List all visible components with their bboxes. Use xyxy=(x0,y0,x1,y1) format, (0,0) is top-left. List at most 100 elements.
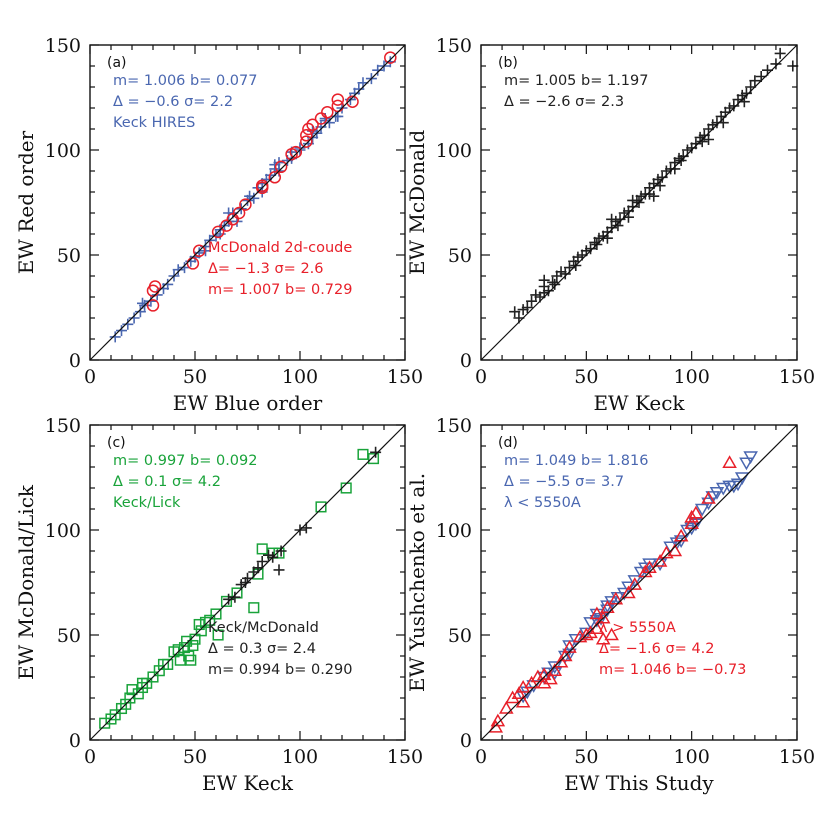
panel-d-series-1-point xyxy=(547,667,563,681)
panel-b-points xyxy=(509,47,799,324)
panel-a-series-1-point xyxy=(122,318,134,330)
svg-text:λ > 5550A Δ= −1.6 σ= 4: λ > 5550A Δ= −1.6 σ= 4.2 m= 1.046 b= −0.… xyxy=(599,620,746,678)
panel-a-annot-1-line-2: Δ = −0.6 σ= 2.2 xyxy=(113,94,233,110)
panel-b-series-1-point xyxy=(521,302,533,313)
panel-d-x-tick-label: 100 xyxy=(674,746,710,768)
panel-a-series-1-point xyxy=(128,312,140,324)
panel-b-series-1-point xyxy=(547,276,559,288)
panel-c-series-1-point xyxy=(172,644,184,656)
panel-d-series-1-point xyxy=(734,472,750,486)
panel-d-series-2-point xyxy=(498,700,514,714)
panel-c-series-1-point xyxy=(109,709,121,721)
panel-c-series-1-point xyxy=(174,654,186,666)
panel-d-series-2-point xyxy=(579,627,594,641)
panel-c-series-1-point xyxy=(220,595,233,607)
panel-c-diagonal-line xyxy=(89,424,406,741)
panel-a-annot-1-line-1: m= 1.006 b= 0.077 xyxy=(113,73,257,89)
panel-d-series-2-point xyxy=(553,654,569,668)
panel-c-series-1-point xyxy=(193,618,205,631)
panel-d-annot-2-line-2: Δ= −1.6 σ= 4.2 xyxy=(599,641,715,657)
panel-d-series-2-point xyxy=(530,669,546,683)
panel-a-series-2-point xyxy=(192,244,206,258)
svg-text:m= 0.997 b= 0.092 Δ =: m= 0.997 b= 0.092 Δ = 0.1 σ= 4.2 Keck/Li… xyxy=(113,453,262,511)
panel-d-series-2-point xyxy=(488,719,504,733)
panel-a-annot-2-line-1: McDonald 2d-coude xyxy=(208,240,352,256)
panel-c-series-2-point xyxy=(273,564,285,576)
panel-a-y-tick-label: 0 xyxy=(69,350,81,372)
panel-a-series-2-point xyxy=(314,112,328,125)
panel-a-x-tick-label: 50 xyxy=(183,366,207,388)
panel-a-series-2-point xyxy=(300,129,313,142)
panel-d-series-2-point xyxy=(536,675,552,689)
panel-d-series-1-point xyxy=(694,503,710,517)
panel-a-x-axis-title: EW Blue order xyxy=(173,391,323,415)
panel-a-annot-1-line-3: Keck HIRES xyxy=(113,115,195,131)
panel-c-y-tick-label: 0 xyxy=(69,730,81,752)
panel-b-y-tick-label: 50 xyxy=(448,245,472,267)
panel-d-x-axis-title: EW This Study xyxy=(564,771,714,795)
panel-c-x-tick-label: 100 xyxy=(282,746,318,768)
panel-b-series-1-point xyxy=(648,190,660,202)
panel-b-series-1-point xyxy=(749,75,761,87)
panel-d-y-axis-title: EW Yushchenko et al. xyxy=(405,473,429,692)
panel-c-series-1-point xyxy=(273,547,285,559)
panel-d-series-2-point xyxy=(511,686,527,700)
panel-b-annot-1-line-2: Δ = −2.6 σ= 2.3 xyxy=(504,94,624,110)
panel-b-series-1-point xyxy=(656,171,668,183)
panel-b-x-axis-title: EW Keck xyxy=(593,391,685,415)
panel-c-x-tick-label: 150 xyxy=(387,746,423,768)
panel-d-y-tick-label: 150 xyxy=(436,415,472,437)
panel-c-series-1-point xyxy=(210,608,222,620)
panel-c-series-1-point xyxy=(357,448,369,460)
panel-c-series-1-point xyxy=(204,614,216,626)
panel-d-points xyxy=(488,451,758,733)
panel-a-series-1-point xyxy=(116,325,127,337)
panel-c-annot-2-line-1: Keck/McDonald xyxy=(208,620,319,636)
panel-c-x-tick-label: 0 xyxy=(84,746,96,768)
panel-b-annotations: m= 1.005 b= 1.197 Δ = −2.6 σ= 2.3 xyxy=(504,73,648,110)
panel-d-series-2-point xyxy=(684,509,699,523)
panel-d-series-1-point xyxy=(709,486,725,500)
panel-a-series-2-point xyxy=(186,257,200,270)
panel-a-series-1-point xyxy=(109,331,121,343)
panel-a-series-2-point xyxy=(306,118,319,132)
panel-d-annot-2-line-3: m= 1.046 b= −0.73 xyxy=(599,662,746,678)
panel-a-frame xyxy=(89,44,406,361)
panel-c-annotations: m= 0.997 b= 0.092 Δ = 0.1 σ= 4.2 Keck/Li… xyxy=(113,453,352,678)
panel-b-frame xyxy=(480,44,798,361)
panel-d-series-2-point xyxy=(524,675,539,689)
panel-c-annot-1-line-3: Keck/Lick xyxy=(113,495,181,511)
panel-a-x-tick-label: 100 xyxy=(282,366,318,388)
panel-d-series-2-point xyxy=(604,627,619,641)
panel-b-series-1-point xyxy=(612,220,624,232)
panel-b-x-tick-label: 50 xyxy=(574,366,598,388)
panel-c-x-axis-title: EW Keck xyxy=(202,771,294,795)
panel-b-series-1-point xyxy=(703,134,715,145)
panel-a-x-tick-label: 0 xyxy=(84,366,96,388)
panel-c-series-1-point xyxy=(187,639,199,652)
panel-c-annot-1-line-1: m= 0.997 b= 0.092 xyxy=(113,453,257,469)
panel-a-diagonal-line xyxy=(89,44,406,361)
panel-d-diagonal-line xyxy=(480,424,798,741)
panel-c-series-1-point xyxy=(212,629,224,641)
panel-c-y-tick-label: 150 xyxy=(45,415,81,437)
panel-a-series-2-point xyxy=(331,93,345,106)
svg-text:m= 1.006 b= 0.077 Δ =: m= 1.006 b= 0.077 Δ = −0.6 σ= 2.2 Keck H… xyxy=(113,73,262,131)
panel-b-series-1-point xyxy=(696,136,708,148)
panel-d: 0 50 100 150 0 50 100 150 (d) EW This Study EW … xyxy=(405,415,815,795)
panel-a-y-tick-label: 50 xyxy=(57,245,81,267)
panel-c-frame xyxy=(89,424,406,741)
panel-d-y-tick-label: 50 xyxy=(448,625,472,647)
panel-a-y-tick-label: 100 xyxy=(45,140,81,162)
panel-d-series-1-point xyxy=(739,457,754,471)
panel-a-series-2-point xyxy=(321,105,334,119)
panel-c-series-1-point xyxy=(315,501,327,513)
panel-b-ticks: 0 50 100 150 0 50 100 150 xyxy=(436,35,815,388)
panel-c-tag: (c) xyxy=(107,435,126,451)
panel-d-annotations: m= 1.049 b= 1.816 Δ = −5.5 σ= 3.7 λ < 55… xyxy=(504,453,746,678)
panel-d-series-1-point xyxy=(610,591,626,605)
panel-b-series-1-point xyxy=(559,268,571,280)
panel-b-tag: (b) xyxy=(498,55,518,71)
panel-d-series-2-point xyxy=(543,671,558,685)
panel-d-series-1-point xyxy=(604,596,619,609)
